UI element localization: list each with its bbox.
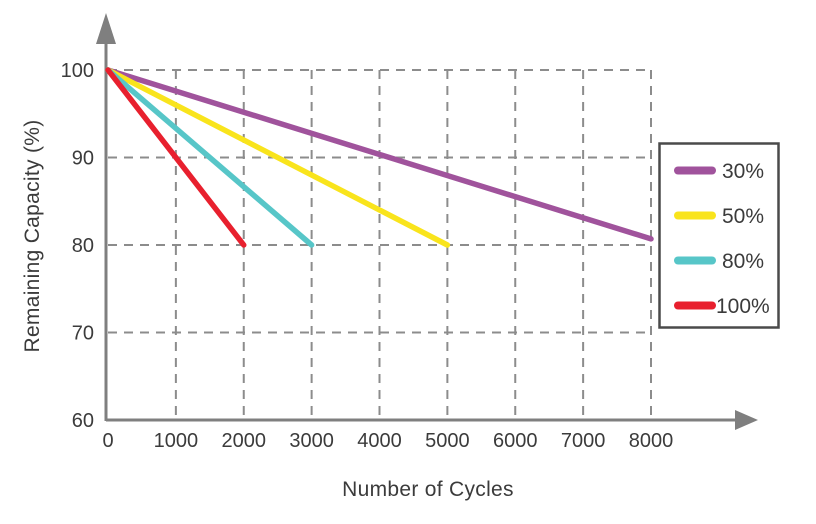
y-tick-label-60: 60 bbox=[72, 410, 94, 432]
x-tick-label-1000: 1000 bbox=[154, 430, 199, 452]
x-tick-label-2000: 2000 bbox=[222, 430, 267, 452]
legend-label-80%: 80% bbox=[722, 250, 764, 273]
y-tick-label-100: 100 bbox=[61, 60, 94, 82]
legend-item-30%: 30% bbox=[674, 160, 764, 183]
x-tick-label-8000: 8000 bbox=[629, 430, 674, 452]
series-line-100% bbox=[105, 67, 247, 248]
legend-item-80%: 80% bbox=[674, 250, 764, 273]
y-tick-label-80: 80 bbox=[72, 235, 94, 257]
x-tick-label-4000: 4000 bbox=[357, 430, 402, 452]
y-tick-label-90: 90 bbox=[72, 148, 94, 170]
y-tick-label-70: 70 bbox=[72, 323, 94, 345]
legend-label-50%: 50% bbox=[722, 205, 764, 228]
series-line-50% bbox=[105, 67, 451, 248]
x-tick-label-5000: 5000 bbox=[425, 430, 470, 452]
x-tick-label-3000: 3000 bbox=[289, 430, 334, 452]
legend-label-30%: 30% bbox=[722, 160, 764, 183]
y-axis-arrow-icon bbox=[96, 13, 116, 44]
y-axis-title: Remaining Capacity (%) bbox=[21, 119, 44, 353]
x-tick-label-6000: 6000 bbox=[493, 430, 538, 452]
legend-item-100%: 100% bbox=[674, 295, 770, 318]
legend: 30% 50% 80% 100% bbox=[658, 142, 780, 329]
x-axis-arrow-icon bbox=[735, 410, 758, 430]
x-tick-label-7000: 7000 bbox=[561, 430, 606, 452]
x-tick-label-0: 0 bbox=[102, 430, 113, 452]
series-line-80% bbox=[105, 67, 315, 248]
legend-item-50%: 50% bbox=[674, 205, 764, 228]
legend-label-100%: 100% bbox=[716, 295, 770, 318]
x-axis-title: Number of Cycles bbox=[342, 478, 514, 501]
series-line-30% bbox=[105, 67, 654, 242]
